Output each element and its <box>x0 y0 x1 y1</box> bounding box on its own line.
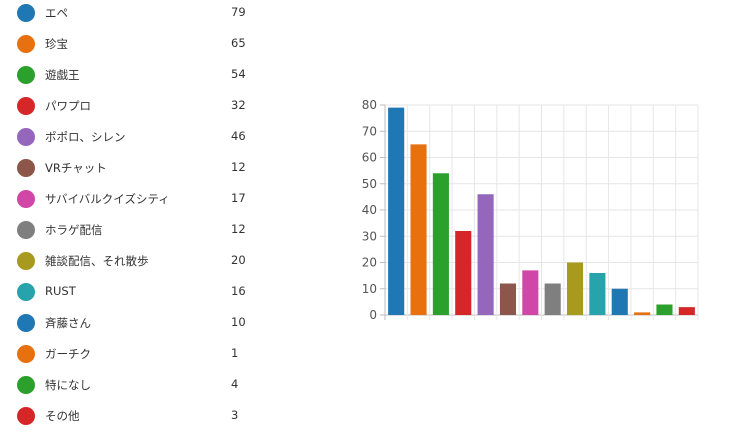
legend-swatch <box>17 314 35 332</box>
legend-value: 16 <box>231 284 246 298</box>
legend-value: 54 <box>231 67 246 81</box>
legend-label: RUST <box>45 284 76 298</box>
legend-swatch <box>17 345 35 363</box>
legend-label: ガーチク <box>45 347 91 361</box>
bar-chart: 0 10 20 30 40 50 60 70 80 <box>362 98 699 322</box>
y-tick-label: 40 <box>362 203 377 217</box>
bar[interactable] <box>410 144 427 315</box>
legend-item[interactable]: 特になし 4 <box>0 372 260 403</box>
legend-swatch <box>17 4 35 22</box>
y-tick-label: 0 <box>369 308 377 322</box>
y-tick-label: 70 <box>362 124 377 138</box>
legend-label: 珍宝 <box>45 37 68 51</box>
bar[interactable] <box>477 194 494 315</box>
legend-item[interactable]: ホラゲ配信 12 <box>0 217 260 248</box>
legend-value: 3 <box>231 408 239 422</box>
legend-label: サバイバルクイズシティ <box>45 192 170 206</box>
legend-label: その他 <box>45 409 80 423</box>
y-tick-label: 80 <box>362 98 377 112</box>
legend-swatch <box>17 128 35 146</box>
legend-label: 雑談配信、それ散歩 <box>45 254 149 268</box>
bar[interactable] <box>388 107 405 315</box>
y-tick-label: 50 <box>362 177 377 191</box>
legend-item[interactable]: 遊戯王 54 <box>0 62 260 93</box>
legend-value: 1 <box>231 346 239 360</box>
legend-swatch <box>17 159 35 177</box>
legend-label: パワプロ <box>45 99 91 113</box>
legend: エペ 79 珍宝 65 遊戯王 54 パワプロ 32 ポポロ、シレン 46 VRチャット 12 サバイバ… <box>0 0 260 437</box>
legend-value: 20 <box>231 253 246 267</box>
chart-grid <box>380 104 699 320</box>
legend-value: 79 <box>231 5 246 19</box>
bar[interactable] <box>634 312 651 315</box>
legend-item[interactable]: VRチャット 12 <box>0 155 260 186</box>
legend-label: VRチャット <box>45 161 107 175</box>
legend-swatch <box>17 407 35 425</box>
legend-item[interactable]: エペ 79 <box>0 0 260 31</box>
legend-label: ホラゲ配信 <box>45 223 103 237</box>
bar[interactable] <box>656 304 673 316</box>
bar[interactable] <box>544 283 561 316</box>
legend-item[interactable]: 珍宝 65 <box>0 31 260 62</box>
y-tick-label: 60 <box>362 151 377 165</box>
legend-item[interactable]: ポポロ、シレン 46 <box>0 124 260 155</box>
legend-swatch <box>17 283 35 301</box>
legend-value: 65 <box>231 36 246 50</box>
bar[interactable] <box>566 262 584 316</box>
legend-value: 10 <box>231 315 246 329</box>
legend-item[interactable]: ガーチク 1 <box>0 341 260 372</box>
legend-label: 遊戯王 <box>45 68 80 82</box>
legend-swatch <box>17 376 35 394</box>
legend-item[interactable]: RUST 16 <box>0 279 260 310</box>
chart-bars <box>388 107 695 316</box>
legend-item[interactable]: 斉藤さん 10 <box>0 310 260 341</box>
legend-swatch <box>17 66 35 84</box>
legend-item[interactable]: その他 3 <box>0 403 260 434</box>
bar[interactable] <box>432 173 449 315</box>
bar[interactable] <box>455 231 472 315</box>
legend-swatch <box>17 221 35 239</box>
legend-item[interactable]: 雑談配信、それ散歩 20 <box>0 248 260 279</box>
legend-swatch <box>17 252 35 270</box>
legend-label: 特になし <box>45 378 91 392</box>
y-tick-label: 10 <box>362 282 377 296</box>
legend-value: 46 <box>231 129 246 143</box>
legend-label: エペ <box>45 6 68 20</box>
y-tick-label: 30 <box>362 229 377 243</box>
bar[interactable] <box>611 288 628 315</box>
legend-swatch <box>17 190 35 208</box>
bar[interactable] <box>499 283 517 316</box>
y-tick-label: 20 <box>362 256 377 270</box>
legend-value: 12 <box>231 222 246 236</box>
legend-value: 12 <box>231 160 246 174</box>
bar[interactable] <box>589 273 606 315</box>
legend-item[interactable]: サバイバルクイズシティ 17 <box>0 186 260 217</box>
legend-item[interactable]: パワプロ 32 <box>0 93 260 124</box>
legend-label: ポポロ、シレン <box>45 130 126 144</box>
legend-value: 4 <box>231 377 239 391</box>
bar[interactable] <box>678 307 695 315</box>
y-axis-ticks: 0 10 20 30 40 50 60 70 80 <box>362 98 377 322</box>
legend-value: 17 <box>231 191 246 205</box>
legend-swatch <box>17 35 35 53</box>
legend-value: 32 <box>231 98 246 112</box>
bar[interactable] <box>522 270 539 315</box>
legend-swatch <box>17 97 35 115</box>
legend-label: 斉藤さん <box>45 316 91 330</box>
